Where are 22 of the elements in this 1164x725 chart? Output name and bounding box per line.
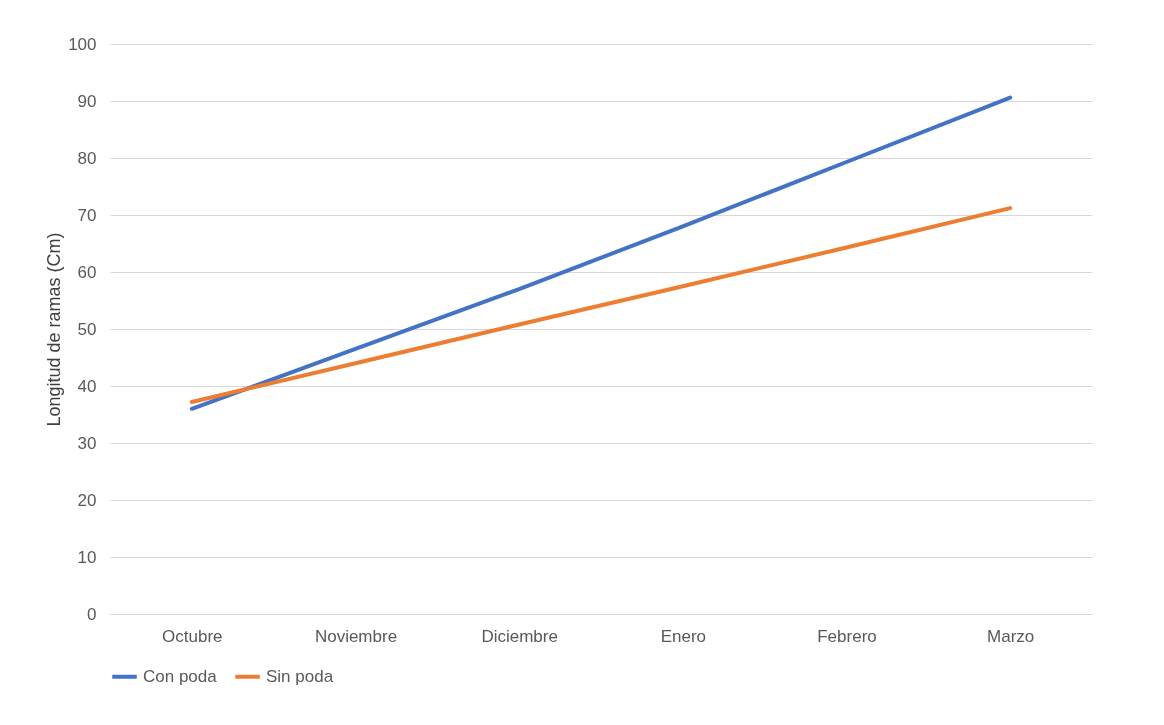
legend-label: Sin poda: [266, 666, 334, 686]
x-tick-label: Diciembre: [481, 626, 558, 646]
y-tick-label: 80: [77, 148, 97, 168]
y-tick-label: 0: [87, 604, 97, 624]
x-tick-label: Enero: [660, 626, 707, 646]
y-tick-label: 60: [77, 262, 97, 282]
line-series: [189, 206, 1013, 404]
line-series: [189, 95, 1013, 411]
x-tick-label: Febrero: [817, 626, 877, 646]
y-tick-label: 90: [77, 91, 97, 111]
x-tick-label: Octubre: [162, 626, 223, 646]
y-tick-label: 70: [77, 205, 97, 225]
legend-label: Con poda: [143, 666, 218, 686]
y-tick-label: 100: [68, 34, 97, 54]
y-tick-label: 30: [77, 433, 97, 453]
y-tick-label: 20: [77, 490, 97, 510]
y-tick-label: 40: [77, 376, 97, 396]
y-axis-title: Longitud de ramas (Cm): [44, 232, 65, 427]
y-tick-label: 10: [77, 547, 97, 567]
x-tick-label: Marzo: [987, 626, 1035, 646]
y-tick-label: 50: [77, 319, 97, 339]
x-tick-label: Noviembre: [314, 626, 398, 646]
